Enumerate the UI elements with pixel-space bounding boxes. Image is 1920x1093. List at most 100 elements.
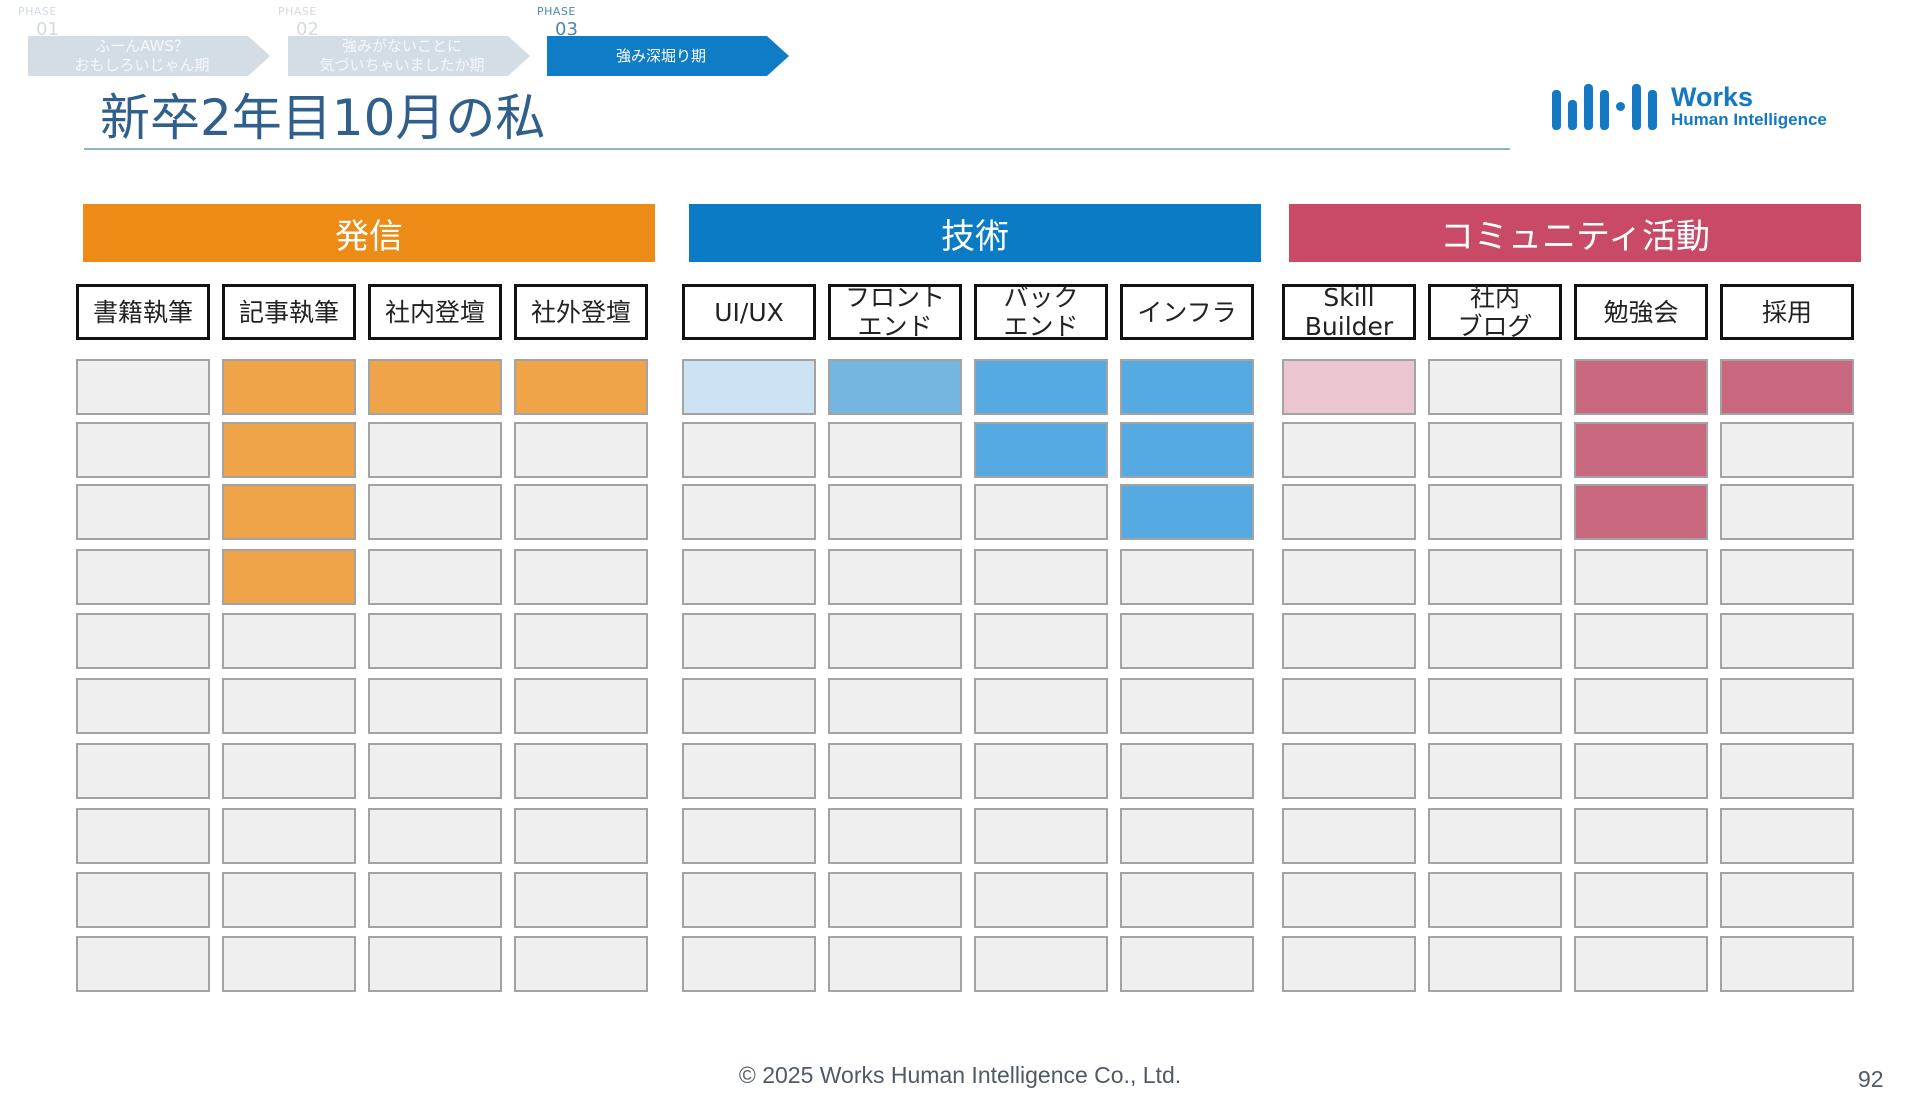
skill-cell-empty (1720, 743, 1854, 799)
skill-cell-filled (1282, 359, 1416, 415)
column-header: インフラ (1120, 284, 1254, 340)
skill-cell-filled (514, 359, 648, 415)
column-header: バック エンド (974, 283, 1108, 341)
skill-cell-empty (1428, 743, 1562, 799)
skill-cell-empty (222, 743, 356, 799)
skill-cell-empty (1720, 936, 1854, 992)
column-header: 記事執筆 (222, 284, 356, 340)
skill-cell-empty (1428, 872, 1562, 928)
phase-chevron: ふーんAWS？ おもしろいじゃん期 (28, 36, 270, 76)
skill-cell-empty (1720, 484, 1854, 540)
skill-cell-empty (1282, 872, 1416, 928)
skill-cell-filled (1574, 359, 1708, 415)
skill-cell-empty (76, 936, 210, 992)
skill-cell-empty (1282, 549, 1416, 605)
skill-cell-empty (1428, 549, 1562, 605)
skill-cell-empty (368, 936, 502, 992)
skill-cell-filled (974, 359, 1108, 415)
skill-cell-empty (1720, 808, 1854, 864)
skill-cell-empty (1720, 613, 1854, 669)
skill-cell-empty (1120, 613, 1254, 669)
skill-cell-filled (1120, 422, 1254, 478)
group-header-2: コミュニティ活動 (1289, 204, 1861, 262)
skill-cell-empty (1574, 678, 1708, 734)
skill-cell-empty (1282, 808, 1416, 864)
skill-cell-empty (828, 422, 962, 478)
phase-chevron: 強み深堀り期 (547, 36, 789, 76)
skill-cell-empty (368, 549, 502, 605)
column-header: 社内 ブログ (1428, 283, 1562, 341)
skill-cell-empty (222, 613, 356, 669)
skill-cell-empty (1282, 743, 1416, 799)
skill-cell-empty (974, 549, 1108, 605)
skill-cell-empty (222, 936, 356, 992)
skill-cell-empty (682, 678, 816, 734)
phase-chevron: 強みがないことに 気づいちゃいましたか期 (288, 36, 530, 76)
skill-cell-empty (682, 422, 816, 478)
page-title: 新卒2年目10月の私 (100, 89, 546, 147)
skill-cell-empty (1120, 872, 1254, 928)
skill-cell-empty (974, 808, 1108, 864)
company-logo: Works Human Intelligence (1552, 82, 1827, 130)
phase-number: 01 (36, 19, 59, 40)
skill-cell-empty (682, 743, 816, 799)
phase-number: 02 (296, 19, 319, 40)
skill-cell-empty (76, 422, 210, 478)
skill-cell-empty (1120, 808, 1254, 864)
skill-cell-empty (974, 484, 1108, 540)
skill-cell-empty (514, 808, 648, 864)
skill-cell-empty (368, 422, 502, 478)
skill-cell-empty (1282, 613, 1416, 669)
skill-cell-empty (76, 613, 210, 669)
skill-cell-empty (682, 613, 816, 669)
column-header: 採用 (1720, 284, 1854, 340)
skill-cell-empty (828, 743, 962, 799)
phase-label: PHASE (537, 5, 576, 18)
skill-cell-filled (1720, 359, 1854, 415)
skill-cell-empty (1574, 743, 1708, 799)
skill-cell-filled (1120, 484, 1254, 540)
skill-cell-empty (514, 422, 648, 478)
skill-cell-filled (222, 359, 356, 415)
skill-cell-empty (828, 613, 962, 669)
skill-cell-empty (682, 484, 816, 540)
skill-cell-filled (1574, 484, 1708, 540)
column-header: UI/UX (682, 284, 816, 340)
skill-cell-empty (368, 808, 502, 864)
skill-cell-empty (76, 743, 210, 799)
skill-cell-empty (682, 872, 816, 928)
skill-cell-filled (222, 422, 356, 478)
skill-cell-empty (1282, 484, 1416, 540)
skill-cell-empty (1120, 678, 1254, 734)
skill-cell-empty (222, 808, 356, 864)
skill-cell-empty (828, 549, 962, 605)
skill-cell-filled (222, 549, 356, 605)
skill-cell-empty (368, 484, 502, 540)
phase-number: 03 (555, 19, 578, 40)
skill-cell-empty (1720, 549, 1854, 605)
skill-cell-empty (76, 549, 210, 605)
skill-cell-empty (76, 484, 210, 540)
skill-cell-empty (514, 743, 648, 799)
skill-cell-empty (974, 872, 1108, 928)
skill-cell-empty (1720, 422, 1854, 478)
skill-cell-empty (828, 484, 962, 540)
skill-cell-empty (974, 678, 1108, 734)
skill-cell-empty (1720, 872, 1854, 928)
skill-cell-empty (1428, 613, 1562, 669)
skill-cell-empty (1574, 613, 1708, 669)
skill-cell-empty (828, 872, 962, 928)
skill-cell-empty (1120, 549, 1254, 605)
phase-label: PHASE (278, 5, 317, 18)
column-header: 社内登壇 (368, 284, 502, 340)
skill-cell-filled (828, 359, 962, 415)
skill-cell-filled (222, 484, 356, 540)
skill-cell-empty (222, 678, 356, 734)
skill-cell-empty (974, 743, 1108, 799)
skill-cell-filled (682, 359, 816, 415)
skill-cell-empty (1428, 422, 1562, 478)
skill-cell-empty (682, 936, 816, 992)
skill-cell-empty (76, 872, 210, 928)
skill-cell-empty (368, 872, 502, 928)
footer-copyright: © 2025 Works Human Intelligence Co., Ltd… (738, 1062, 1182, 1088)
